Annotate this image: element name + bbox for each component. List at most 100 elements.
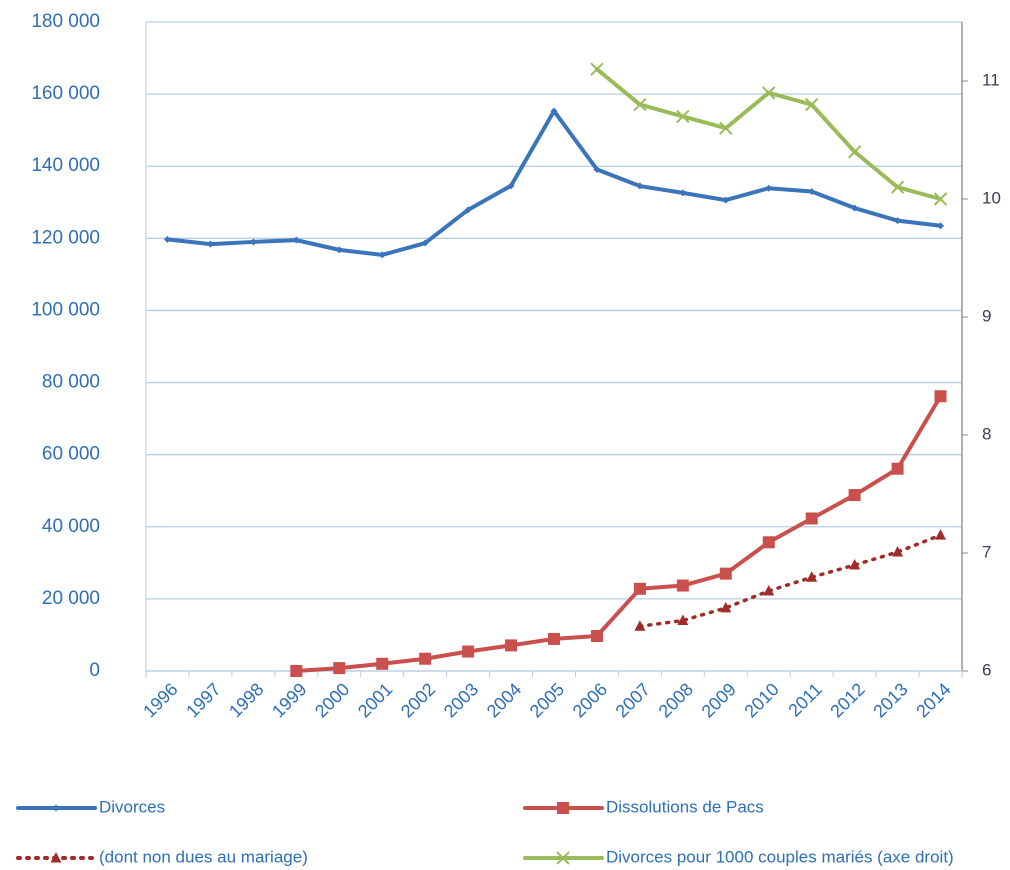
x-tick-label: 2010 bbox=[740, 679, 782, 721]
y-tick-label: 0 bbox=[89, 660, 100, 681]
y2-tick-label: 11 bbox=[982, 70, 1000, 89]
marker bbox=[505, 639, 518, 652]
marker bbox=[679, 189, 687, 197]
series-line bbox=[165, 109, 943, 257]
marker bbox=[206, 240, 214, 248]
y-tick-label: 20 000 bbox=[42, 588, 100, 609]
marker bbox=[333, 662, 346, 675]
legend-marker bbox=[556, 851, 570, 865]
legend-marker bbox=[50, 852, 62, 863]
marker bbox=[376, 657, 389, 670]
x-tick-label: 2005 bbox=[526, 679, 568, 721]
x-tick-label: 2006 bbox=[569, 679, 611, 721]
x-tick-label: 2009 bbox=[698, 679, 740, 721]
marker bbox=[719, 567, 732, 580]
marker bbox=[462, 645, 475, 658]
marker bbox=[590, 62, 604, 76]
x-tick-label: 1998 bbox=[225, 679, 267, 721]
y-tick-label: 120 000 bbox=[31, 227, 100, 248]
x-tick-label: 2007 bbox=[612, 679, 654, 721]
x-tick-label: 1996 bbox=[139, 679, 181, 721]
x-tick-label: 1997 bbox=[182, 679, 224, 721]
x-tick-label: 2014 bbox=[912, 679, 954, 721]
y-tick-label: 100 000 bbox=[31, 299, 100, 320]
x-tick-label: 2002 bbox=[397, 679, 439, 721]
series-line bbox=[294, 394, 943, 673]
x-tick-label: 2003 bbox=[440, 679, 482, 721]
marker bbox=[419, 652, 432, 665]
marker bbox=[507, 182, 515, 190]
marker bbox=[249, 238, 257, 246]
marker bbox=[892, 546, 904, 557]
x-tick-label: 2012 bbox=[826, 679, 868, 721]
marker bbox=[636, 182, 644, 190]
y2-tick-label: 8 bbox=[982, 424, 991, 443]
marker bbox=[590, 630, 603, 643]
marker bbox=[762, 86, 776, 100]
marker bbox=[548, 632, 560, 645]
marker bbox=[633, 582, 646, 595]
marker bbox=[677, 614, 689, 626]
marker bbox=[163, 235, 171, 243]
marker bbox=[894, 217, 902, 225]
marker bbox=[933, 192, 948, 206]
marker bbox=[676, 579, 689, 592]
legend-marker bbox=[557, 802, 569, 814]
marker bbox=[935, 529, 947, 540]
marker bbox=[720, 601, 732, 613]
x-tick-label: 2000 bbox=[311, 679, 353, 721]
marker bbox=[292, 236, 300, 244]
marker bbox=[634, 620, 646, 631]
marker bbox=[891, 462, 904, 475]
x-tick-label: 2008 bbox=[655, 679, 697, 721]
y2-tick-label: 7 bbox=[982, 542, 991, 561]
marker bbox=[722, 196, 730, 204]
marker bbox=[849, 558, 861, 570]
x-tick-label: 2013 bbox=[869, 679, 911, 721]
marker bbox=[378, 251, 386, 259]
marker bbox=[719, 121, 733, 135]
series-line bbox=[594, 67, 943, 201]
marker bbox=[676, 109, 690, 124]
y2-tick-label: 10 bbox=[982, 188, 1001, 207]
marker bbox=[335, 246, 343, 254]
y-tick-label: 140 000 bbox=[31, 155, 100, 176]
series-line bbox=[638, 533, 943, 629]
x-tick-label: 2001 bbox=[354, 679, 396, 721]
legend-label: Divorces bbox=[99, 797, 165, 816]
x-tick-label: 2004 bbox=[483, 679, 525, 721]
legend-label: Dissolutions de Pacs bbox=[606, 797, 764, 816]
marker bbox=[806, 571, 818, 582]
marker bbox=[550, 107, 558, 115]
marker bbox=[421, 239, 429, 247]
marker bbox=[464, 206, 472, 214]
marker bbox=[851, 204, 859, 212]
marker bbox=[765, 184, 773, 192]
marker bbox=[633, 97, 647, 112]
marker bbox=[593, 165, 601, 173]
legend-label: (dont non dues au mariage) bbox=[99, 847, 308, 866]
x-tick-label: 2011 bbox=[784, 679, 826, 721]
y-tick-label: 180 000 bbox=[31, 11, 100, 32]
marker bbox=[805, 512, 818, 525]
x-tick-label: 1999 bbox=[268, 679, 310, 721]
marker bbox=[934, 390, 947, 403]
y-tick-label: 40 000 bbox=[42, 516, 100, 537]
legend-marker bbox=[52, 804, 60, 812]
y-tick-label: 160 000 bbox=[31, 83, 100, 104]
y-tick-label: 80 000 bbox=[42, 372, 100, 393]
marker bbox=[804, 97, 819, 112]
marker bbox=[848, 489, 861, 502]
marker bbox=[763, 584, 775, 596]
marker bbox=[890, 180, 905, 194]
marker bbox=[937, 222, 945, 230]
marker bbox=[290, 665, 303, 677]
y2-tick-label: 9 bbox=[982, 306, 991, 325]
y2-tick-label: 6 bbox=[982, 660, 991, 679]
marker bbox=[762, 536, 775, 549]
y-tick-label: 60 000 bbox=[42, 444, 100, 465]
marker bbox=[847, 145, 862, 159]
legend-label: Divorces pour 1000 couples mariés (axe d… bbox=[606, 847, 954, 866]
marker bbox=[808, 187, 816, 195]
